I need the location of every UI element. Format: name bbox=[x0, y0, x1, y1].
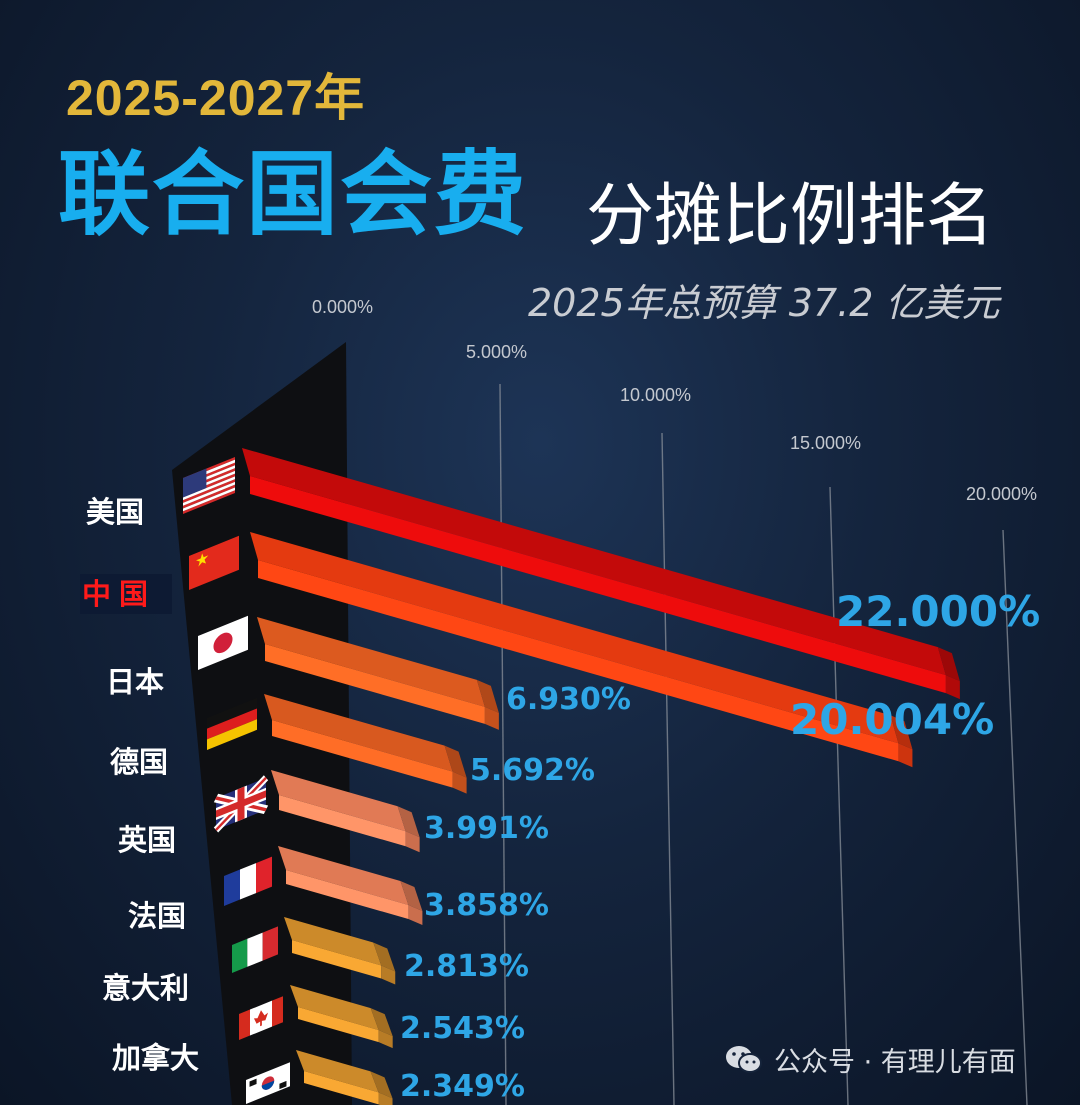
value-label-6: 3.858% bbox=[424, 888, 549, 923]
value-label-2: 20.004% bbox=[790, 695, 994, 744]
gridline-4 bbox=[1002, 529, 1028, 1105]
us-flag-icon bbox=[183, 456, 235, 515]
bar-2-end bbox=[890, 715, 913, 750]
bar-5-end-front bbox=[405, 831, 420, 853]
country-label-4: 德国 bbox=[110, 745, 168, 779]
country-label-2: 中国 bbox=[82, 577, 156, 611]
highlight-label-bg bbox=[80, 574, 172, 614]
germany-flag-icon bbox=[207, 697, 257, 751]
bar-6-end bbox=[400, 881, 423, 912]
chart-back-wall bbox=[172, 342, 352, 1105]
watermark-text: 公众号 · 有理儿有面 bbox=[774, 1047, 1016, 1078]
france-flag-icon bbox=[224, 856, 272, 906]
value-label-3: 6.930% bbox=[506, 682, 631, 717]
bar-2-end-front bbox=[898, 743, 913, 768]
bar-4-end-front bbox=[452, 771, 467, 794]
bar-7-end-front bbox=[381, 965, 396, 985]
bar-6-front bbox=[286, 870, 409, 920]
budget-subtitle: 2025年总预算 37.2 亿美元 bbox=[528, 281, 1000, 325]
value-label-4: 5.692% bbox=[470, 753, 595, 788]
bar-6-end-front bbox=[408, 905, 423, 926]
bar-3-end-front bbox=[484, 706, 499, 730]
x-tick-label: 15.000% bbox=[790, 433, 861, 453]
bar-9-front bbox=[304, 1071, 379, 1105]
canada-flag-icon bbox=[239, 996, 283, 1040]
bars bbox=[242, 448, 960, 1105]
italy-flag-icon bbox=[232, 926, 278, 973]
japan-flag-icon bbox=[198, 615, 248, 670]
country-label-3: 日本 bbox=[106, 665, 164, 699]
korea-flag-icon bbox=[246, 1062, 290, 1104]
value-label-5: 3.991% bbox=[424, 811, 549, 846]
value-label-7: 2.813% bbox=[404, 949, 529, 984]
bar-5-end bbox=[397, 806, 420, 838]
bar-1-end-front bbox=[945, 675, 960, 700]
country-label-6: 法国 bbox=[128, 899, 186, 933]
x-tick-label: 10.000% bbox=[620, 385, 691, 405]
svg-text:★: ★ bbox=[195, 548, 209, 572]
watermark: 公众号 · 有理儿有面 bbox=[724, 1040, 1016, 1079]
gridline-3 bbox=[829, 486, 849, 1105]
bar-5-front bbox=[279, 795, 406, 847]
bar-1-front bbox=[250, 476, 946, 694]
bar-2-front bbox=[258, 560, 899, 762]
title-year: 2025-2027年 bbox=[66, 70, 366, 126]
bar-7-end bbox=[373, 942, 396, 972]
x-tick-label: 5.000% bbox=[466, 342, 527, 362]
bar-8-front bbox=[298, 1007, 379, 1043]
bar-9-end bbox=[370, 1071, 393, 1099]
bar-7-top bbox=[284, 917, 382, 966]
country-label-5: 英国 bbox=[118, 823, 176, 857]
bar-1-end bbox=[937, 647, 960, 682]
country-label-8: 加拿大 bbox=[112, 1041, 199, 1075]
country-label-7: 意大利 bbox=[102, 971, 189, 1005]
x-tick-label: 0.000% bbox=[312, 297, 373, 317]
uk-flag-icon bbox=[213, 775, 269, 833]
china-flag-icon: ★ bbox=[189, 535, 239, 590]
value-label-9: 2.349% bbox=[400, 1069, 525, 1104]
bar-8-top bbox=[290, 985, 379, 1031]
x-tick-label: 20.000% bbox=[966, 484, 1037, 504]
country-labels: 美国中国日本德国英国法国意大利加拿大韩国 bbox=[80, 495, 199, 1075]
x-axis-ticks: 0.000% 5.000% 10.000% 15.000% 20.000% bbox=[312, 297, 1037, 504]
gridlines bbox=[499, 383, 1028, 1105]
bar-9-top bbox=[296, 1050, 379, 1093]
value-label-1: 22.000% bbox=[836, 587, 1040, 636]
bar-3-front bbox=[265, 644, 485, 724]
bar-7-front bbox=[292, 940, 382, 979]
gridline-1 bbox=[499, 383, 507, 1105]
bar-3-top bbox=[257, 617, 485, 707]
bar-4-end bbox=[444, 745, 467, 778]
bar-3-end bbox=[476, 679, 499, 713]
wechat-icon bbox=[726, 1045, 762, 1073]
bar-4-front bbox=[272, 720, 453, 788]
value-labels: 22.000% 20.004% 6.930% 5.692% 3.991% 3.858% 2.… bbox=[400, 587, 1040, 1104]
flags: ★ bbox=[183, 456, 290, 1104]
bar-2-top bbox=[250, 532, 899, 744]
bar-9-end-front bbox=[378, 1092, 393, 1105]
title-sub: 分摊比例排名 bbox=[586, 177, 995, 256]
title-main: 联合国会费 bbox=[58, 141, 529, 248]
country-label-1: 美国 bbox=[86, 495, 144, 529]
bar-1-top bbox=[242, 448, 946, 676]
bar-4-top bbox=[264, 694, 453, 772]
gridline-2 bbox=[661, 432, 675, 1105]
value-label-8: 2.543% bbox=[400, 1011, 525, 1046]
bar-5-top bbox=[271, 770, 406, 832]
bar-6-top bbox=[278, 846, 409, 906]
bar-8-end-front bbox=[378, 1030, 393, 1049]
bar-8-end bbox=[370, 1008, 393, 1037]
